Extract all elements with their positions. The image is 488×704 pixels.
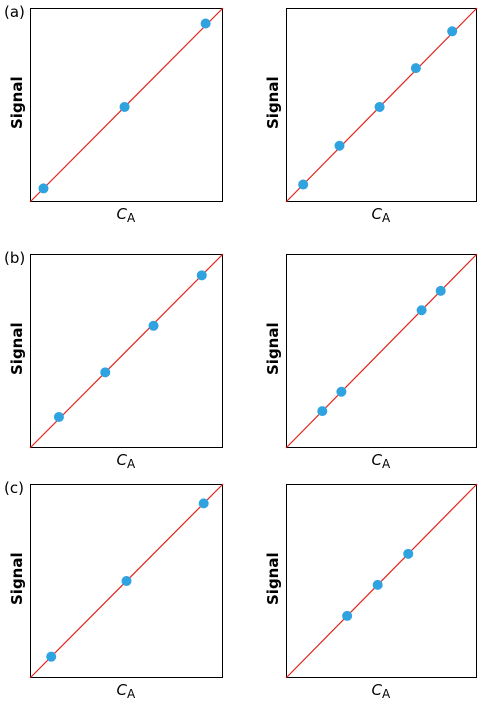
- x-axis-label: CA: [116, 451, 136, 471]
- x-axis-label-subscript: A: [126, 687, 136, 701]
- plot-area-3: [29, 253, 224, 449]
- data-point-3: [198, 498, 209, 509]
- data-point-2: [121, 576, 132, 586]
- x-axis-label: CA: [116, 681, 136, 701]
- plot-frame-2: [286, 8, 477, 202]
- x-axis-label: CA: [371, 681, 391, 701]
- plot-area-6: [285, 483, 478, 679]
- plot-frame-4: [286, 254, 477, 448]
- x-axis-label-subscript: A: [126, 211, 136, 225]
- data-point-1: [317, 406, 328, 417]
- x-axis-label-main: C: [116, 681, 127, 699]
- calibration-line: [285, 253, 478, 449]
- data-point-2: [334, 140, 345, 151]
- data-point-2: [372, 579, 383, 590]
- panel-row-label: (b): [4, 249, 26, 267]
- x-axis-label-subscript: A: [126, 457, 136, 471]
- x-axis-label-subscript: A: [381, 211, 391, 225]
- plot-frame-3: [30, 254, 223, 448]
- data-point-2: [119, 101, 130, 112]
- y-axis-label: Signal: [8, 322, 26, 375]
- y-axis-label: Signal: [8, 552, 26, 605]
- data-point-3: [200, 18, 211, 29]
- plot-area-4: [285, 253, 478, 449]
- data-point-2: [336, 386, 347, 397]
- data-point-1: [53, 411, 64, 422]
- x-axis-label-subscript: A: [381, 687, 391, 701]
- data-point-1: [342, 610, 353, 621]
- x-axis-label: CA: [371, 205, 391, 225]
- calibration-line: [285, 483, 478, 679]
- plot-area-2: [285, 7, 478, 203]
- data-point-2: [100, 367, 111, 378]
- data-point-1: [38, 183, 49, 194]
- x-axis-label-main: C: [371, 681, 382, 699]
- x-axis-label-main: C: [116, 451, 127, 469]
- x-axis-label: CA: [371, 451, 391, 471]
- x-axis-label: CA: [116, 205, 136, 225]
- panel-row-label: (c): [4, 479, 24, 497]
- y-axis-label: Signal: [8, 76, 26, 129]
- plot-frame-1: [30, 8, 223, 202]
- x-axis-label-subscript: A: [381, 457, 391, 471]
- data-point-5: [447, 26, 458, 37]
- data-point-3: [374, 101, 385, 112]
- y-axis-label: Signal: [264, 322, 282, 375]
- data-point-4: [196, 270, 207, 281]
- plot-frame-6: [286, 484, 477, 678]
- data-point-4: [435, 285, 446, 296]
- x-axis-label-main: C: [371, 451, 382, 469]
- x-axis-label-main: C: [116, 205, 127, 223]
- data-point-3: [148, 320, 159, 331]
- data-point-3: [403, 548, 414, 559]
- plot-area-1: [29, 7, 224, 203]
- plot-area-5: [29, 483, 224, 679]
- plot-frame-5: [30, 484, 223, 678]
- data-point-1: [46, 651, 57, 662]
- data-point-4: [410, 63, 421, 74]
- panel-row-label: (a): [4, 3, 25, 21]
- x-axis-label-main: C: [371, 205, 382, 223]
- data-point-3: [416, 305, 427, 316]
- y-axis-label: Signal: [264, 76, 282, 129]
- data-point-1: [298, 179, 309, 190]
- y-axis-label: Signal: [264, 552, 282, 605]
